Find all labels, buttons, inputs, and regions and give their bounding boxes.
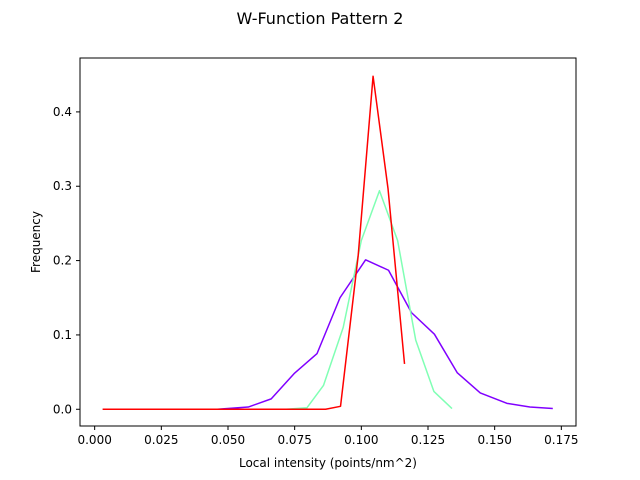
x-tick-label: 0.175 (544, 433, 578, 447)
x-tick-label: 0.025 (144, 433, 178, 447)
series-line-3 (102, 75, 406, 411)
y-tick-label: 0.4 (53, 105, 72, 119)
y-tick-label: 0.2 (53, 254, 72, 268)
x-tick-label: 0.050 (211, 433, 245, 447)
y-tick-label: 0.1 (53, 328, 72, 342)
x-tick-label: 0.075 (277, 433, 311, 447)
x-tick-label: 0.000 (77, 433, 111, 447)
chart-title: W-Function Pattern 2 (237, 9, 404, 28)
y-tick-label: 0.3 (53, 179, 72, 193)
y-tick-label: 0.0 (53, 402, 72, 416)
x-axis-label: Local intensity (points/nm^2) (239, 456, 417, 470)
x-tick-label: 0.150 (477, 433, 511, 447)
x-tick-label: 0.125 (411, 433, 445, 447)
plot-frame (79, 57, 577, 427)
y-axis: 0.0 0.1 0.2 0.3 0.4 (53, 105, 80, 416)
y-axis-label: Frequency (29, 211, 43, 273)
plot-lines (102, 75, 553, 411)
x-axis: 0.000 0.025 0.050 0.075 0.100 0.125 0.150 0.175 (77, 426, 579, 447)
x-tick-label: 0.100 (344, 433, 378, 447)
